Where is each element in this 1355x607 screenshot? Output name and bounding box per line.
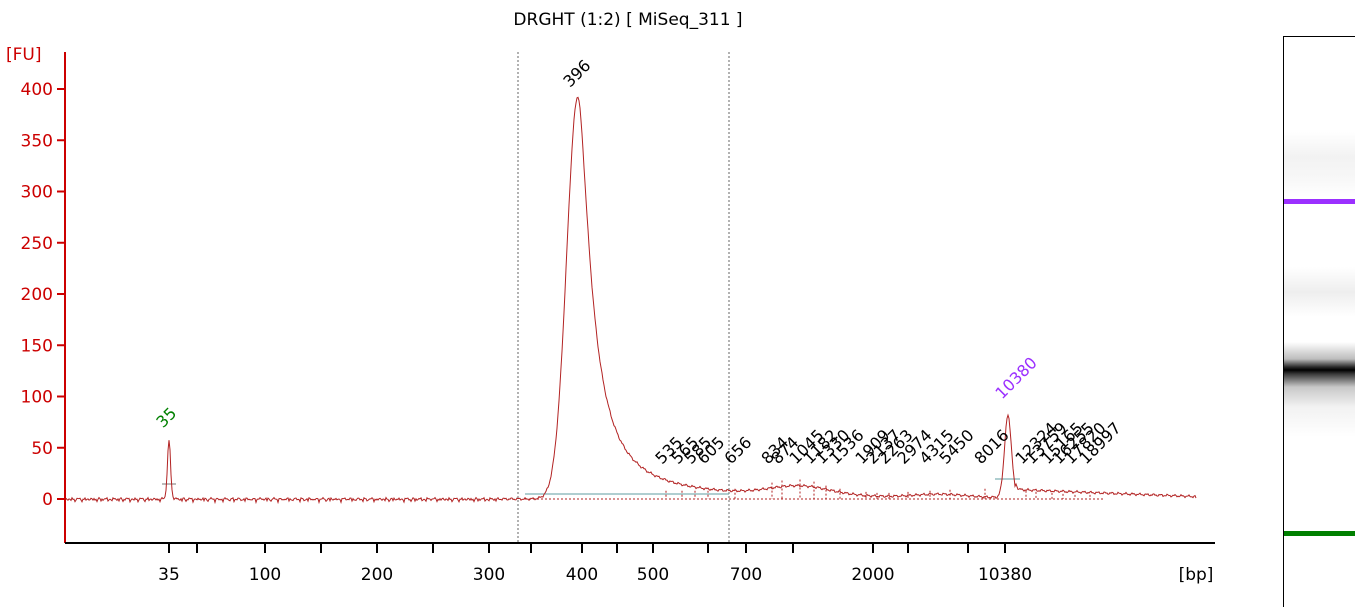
- x-tick-label: 10380: [978, 565, 1032, 585]
- peak-label: 396: [559, 56, 594, 91]
- x-tick-label: 35: [158, 565, 180, 585]
- baselines: [162, 478, 1105, 500]
- y-tick-label: 200: [21, 285, 53, 305]
- y-tick-label: 100: [21, 388, 53, 408]
- peak-label: 10380: [991, 353, 1040, 402]
- y-tick-label: 300: [21, 183, 53, 203]
- x-tick-label: 200: [361, 565, 393, 585]
- peak-label: 8016: [970, 426, 1012, 468]
- y-axis-label: [FU]: [6, 45, 42, 65]
- x-tick-label: 2000: [851, 565, 894, 585]
- trace-group: [65, 96, 1197, 505]
- x-tick-label: 100: [249, 565, 281, 585]
- peak-label: 656: [720, 433, 755, 468]
- y-tick-label: 50: [31, 439, 53, 459]
- chart-title: DRGHT (1:2) [ MiSeq_311 ]: [513, 10, 742, 30]
- region-lines: [517, 52, 730, 543]
- peak-label: 35: [152, 404, 180, 432]
- gel-upper-marker-band: [1284, 199, 1355, 204]
- y-tick-label: 250: [21, 234, 53, 254]
- y-tick-label: 150: [21, 336, 53, 356]
- y-tick-label: 400: [21, 80, 53, 100]
- ticks: 0 50 100 150 200 250 300 350 400 35 100 200 300 400 50…: [21, 80, 1033, 585]
- x-tick-label: 400: [566, 565, 598, 585]
- gel-lane: [1283, 36, 1355, 607]
- electropherogram-chart: DRGHT (1:2) [ MiSeq_311 ] [FU] [bp] 0 50 1…: [6, 10, 1215, 585]
- gel-lower-marker-band: [1284, 531, 1355, 536]
- x-tick-label: 700: [730, 565, 762, 585]
- x-tick-label: 500: [637, 565, 669, 585]
- x-axis-label: [bp]: [1179, 565, 1214, 585]
- y-tick-label: 0: [42, 490, 53, 510]
- x-tick-label: 300: [473, 565, 505, 585]
- trace-line: [65, 96, 1197, 505]
- axes: [64, 52, 1215, 544]
- y-tick-label: 350: [21, 131, 53, 151]
